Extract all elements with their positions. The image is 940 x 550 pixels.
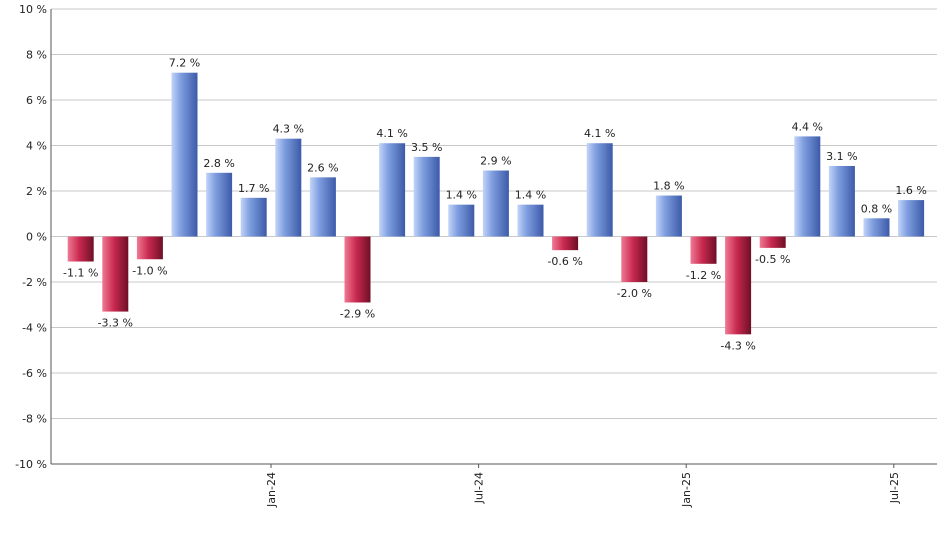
y-tick-label: 0 % [26, 231, 47, 244]
data-label: -1.0 % [132, 264, 167, 277]
bar [413, 156, 440, 237]
bar [482, 170, 509, 237]
bar [690, 236, 717, 264]
data-label: 3.5 % [411, 141, 442, 154]
data-label: 1.4 % [515, 189, 546, 202]
data-label: -2.0 % [617, 287, 652, 300]
data-label: -4.3 % [720, 339, 755, 352]
bar [725, 236, 752, 335]
data-label: 3.1 % [826, 150, 857, 163]
x-tick-label: Jul-25 [888, 472, 901, 504]
bar [448, 204, 475, 237]
data-label: 0.8 % [861, 202, 892, 215]
y-tick-label: -8 % [22, 413, 47, 426]
bar [102, 236, 129, 312]
bar [759, 236, 786, 248]
bar [309, 177, 336, 237]
data-label: 4.1 % [584, 127, 615, 140]
bar [171, 72, 198, 237]
bar [67, 236, 94, 262]
bar [586, 143, 613, 237]
axes [50, 9, 937, 465]
data-label: 4.1 % [376, 127, 407, 140]
bar [379, 143, 406, 237]
data-label: -1.2 % [686, 269, 721, 282]
bar [828, 165, 855, 237]
x-axis-ticks: Jan-24 Jul-24 Jan-25 Jul-25 [265, 464, 901, 508]
y-tick-label: 4 % [26, 140, 47, 153]
data-label: -1.1 % [63, 267, 98, 280]
bar [898, 200, 925, 237]
bars [67, 72, 925, 335]
bar [655, 195, 682, 237]
y-tick-label: 10 % [19, 3, 47, 16]
data-label: 1.6 % [895, 184, 926, 197]
data-label: -2.9 % [340, 307, 375, 320]
data-label: -0.5 % [755, 253, 790, 266]
y-tick-label: -4 % [22, 322, 47, 335]
y-tick-label: 8 % [26, 49, 47, 62]
data-label: 4.4 % [792, 120, 823, 133]
data-label: 1.8 % [653, 180, 684, 193]
bar [206, 172, 233, 237]
y-tick-label: -10 % [15, 458, 47, 471]
y-tick-label: -2 % [22, 276, 47, 289]
data-labels: -1.1 % -3.3 % -1.0 % 7.2 % 2.8 % 1.7 % 4.3 % 2.… [63, 57, 927, 353]
bar [240, 197, 267, 237]
data-label: 2.8 % [203, 157, 234, 170]
y-axis-ticks: -10 % -8 % -6 % -4 % -2 % 0 % 2 % 4 % 6 % 8 % 10 % [15, 3, 47, 471]
y-tick-label: 6 % [26, 94, 47, 107]
bar [344, 236, 371, 303]
data-label: 1.4 % [446, 189, 477, 202]
bar [517, 204, 544, 237]
data-label: -3.3 % [98, 317, 133, 330]
x-tick-label: Jan-24 [265, 472, 278, 508]
data-label: 2.9 % [480, 155, 511, 168]
data-label: -0.6 % [547, 255, 582, 268]
bar [863, 218, 890, 237]
bar [552, 236, 579, 251]
bar [136, 236, 163, 260]
data-label: 7.2 % [169, 57, 200, 70]
x-tick-label: Jan-25 [680, 472, 693, 508]
bar [275, 138, 302, 237]
bar [621, 236, 648, 282]
data-label: 4.3 % [273, 123, 304, 136]
data-label: 2.6 % [307, 161, 338, 174]
x-tick-label: Jul-24 [473, 472, 486, 504]
bar [794, 136, 821, 237]
y-tick-label: 2 % [26, 185, 47, 198]
y-tick-label: -6 % [22, 367, 47, 380]
data-label: 1.7 % [238, 182, 269, 195]
